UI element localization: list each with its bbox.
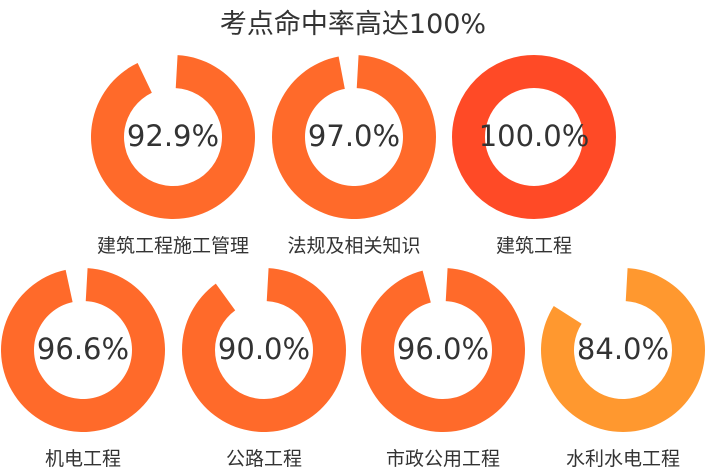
donut-arc [272, 55, 436, 220]
donut-value-label: 90.0% [218, 332, 310, 366]
donut-value-label: 84.0% [577, 332, 669, 366]
donut-category-label: 机电工程 [45, 448, 121, 470]
donut-category-label: 法规及相关知识 [287, 235, 420, 257]
donut-arc [182, 268, 346, 432]
donut-arc [0, 268, 165, 432]
donut-gauge: 96.0% 市政公用工程 [360, 268, 525, 470]
donut-category-label: 水利水电工程 [566, 448, 680, 470]
donut-arc [541, 268, 705, 432]
donut-value-label: 96.0% [397, 332, 489, 366]
donut-category-label: 建筑工程施工管理 [97, 235, 249, 257]
donut-arc [90, 55, 255, 220]
donut-arc [360, 268, 525, 432]
donut-value-label: 92.9% [127, 119, 219, 153]
chart-title: 考点命中率高达100% [219, 9, 487, 40]
donut-gauge: 90.0% 公路工程 [182, 268, 346, 470]
donut-gauge: 100.0% 建筑工程 [452, 55, 616, 257]
donut-arc [452, 55, 616, 219]
donut-category-label: 公路工程 [226, 448, 302, 470]
donut-category-label: 市政公用工程 [386, 448, 500, 470]
donut-category-label: 建筑工程 [496, 235, 572, 257]
donut-gauge: 96.6% 机电工程 [0, 268, 165, 470]
donut-value-label: 97.0% [308, 119, 400, 153]
donut-gauge: 92.9% 建筑工程施工管理 [90, 55, 255, 257]
donut-value-label: 100.0% [479, 119, 590, 153]
donut-gauge: 97.0% 法规及相关知识 [272, 55, 436, 257]
donut-value-label: 96.6% [37, 332, 129, 366]
donut-gauge: 84.0% 水利水电工程 [541, 268, 705, 470]
